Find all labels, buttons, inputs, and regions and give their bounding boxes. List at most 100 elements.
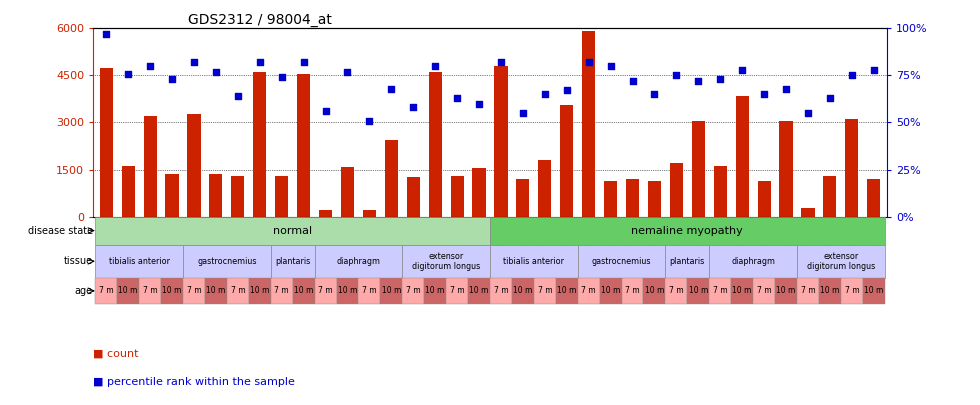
Bar [139, 278, 161, 304]
Bar [561, 105, 573, 217]
Point [668, 72, 684, 79]
Point [757, 91, 772, 98]
Bar [621, 278, 644, 304]
Point [581, 59, 597, 66]
Bar [797, 245, 885, 278]
Text: 10 m: 10 m [381, 286, 401, 295]
Bar [451, 176, 464, 217]
Bar [512, 278, 534, 304]
Text: 7 m: 7 m [406, 286, 420, 295]
Text: 7 m: 7 m [450, 286, 465, 295]
Bar [118, 278, 139, 304]
Text: 10 m: 10 m [163, 286, 181, 295]
Point [866, 66, 882, 73]
Bar [490, 278, 512, 304]
Bar [862, 278, 885, 304]
Point [734, 66, 750, 73]
Point [318, 108, 333, 115]
Text: ■ percentile rank within the sample: ■ percentile rank within the sample [93, 377, 295, 387]
Text: 10 m: 10 m [514, 286, 532, 295]
Text: tibialis anterior: tibialis anterior [109, 257, 170, 266]
Text: 7 m: 7 m [99, 286, 114, 295]
Bar [226, 278, 249, 304]
Point [691, 78, 707, 84]
Bar [253, 72, 267, 217]
Point [252, 59, 268, 66]
Bar [446, 278, 468, 304]
Bar [819, 278, 841, 304]
Text: 10 m: 10 m [689, 286, 708, 295]
Text: 7 m: 7 m [581, 286, 596, 295]
Bar [648, 181, 662, 217]
Bar [336, 278, 359, 304]
Bar [779, 121, 793, 217]
Text: 10 m: 10 m [119, 286, 138, 295]
Point [383, 85, 399, 92]
Text: disease state: disease state [27, 226, 93, 236]
Bar [385, 140, 398, 217]
Text: extensor
digitorum longus: extensor digitorum longus [807, 252, 875, 271]
Bar [578, 278, 600, 304]
Bar [556, 278, 578, 304]
Point [340, 68, 356, 75]
Point [186, 59, 202, 66]
Bar [867, 179, 880, 217]
Bar [710, 278, 731, 304]
Bar [578, 245, 665, 278]
Text: 10 m: 10 m [250, 286, 270, 295]
Bar [359, 278, 380, 304]
Bar [665, 245, 710, 278]
Point [449, 95, 465, 101]
Bar [122, 166, 135, 217]
Text: 7 m: 7 m [845, 286, 859, 295]
Point [844, 72, 859, 79]
Text: 10 m: 10 m [732, 286, 752, 295]
Bar [823, 177, 837, 217]
Bar [95, 278, 118, 304]
Point [362, 117, 377, 124]
Bar [669, 163, 683, 217]
Text: gastrocnemius: gastrocnemius [197, 257, 257, 266]
Bar [95, 217, 490, 245]
Text: 10 m: 10 m [645, 286, 664, 295]
Text: plantaris: plantaris [275, 257, 311, 266]
Bar [534, 278, 556, 304]
Point [712, 76, 728, 83]
Text: 7 m: 7 m [625, 286, 640, 295]
Bar [736, 96, 749, 217]
Point [142, 63, 158, 69]
Text: 10 m: 10 m [338, 286, 357, 295]
Text: diaphragm: diaphragm [731, 257, 775, 266]
Bar [626, 179, 639, 217]
Point [208, 68, 223, 75]
Bar [341, 167, 354, 217]
Bar [687, 278, 710, 304]
Point [515, 110, 531, 116]
Bar [600, 278, 621, 304]
Bar [468, 278, 490, 304]
Point [537, 91, 553, 98]
Text: 10 m: 10 m [469, 286, 489, 295]
Text: 7 m: 7 m [494, 286, 509, 295]
Bar [183, 278, 205, 304]
Text: 7 m: 7 m [230, 286, 245, 295]
Point [427, 63, 443, 69]
Bar [644, 278, 665, 304]
Bar [775, 278, 797, 304]
Bar [100, 68, 113, 217]
Text: gastrocnemius: gastrocnemius [592, 257, 652, 266]
Point [406, 104, 421, 111]
Point [647, 91, 662, 98]
Bar [692, 121, 705, 217]
Bar [490, 217, 885, 245]
Bar [231, 176, 244, 217]
Text: 10 m: 10 m [425, 286, 445, 295]
Text: 10 m: 10 m [776, 286, 796, 295]
Bar [407, 177, 419, 217]
Bar [275, 176, 288, 217]
Bar [665, 278, 687, 304]
Bar [494, 66, 508, 217]
Bar [297, 74, 311, 217]
Text: 10 m: 10 m [601, 286, 620, 295]
Bar [710, 245, 797, 278]
